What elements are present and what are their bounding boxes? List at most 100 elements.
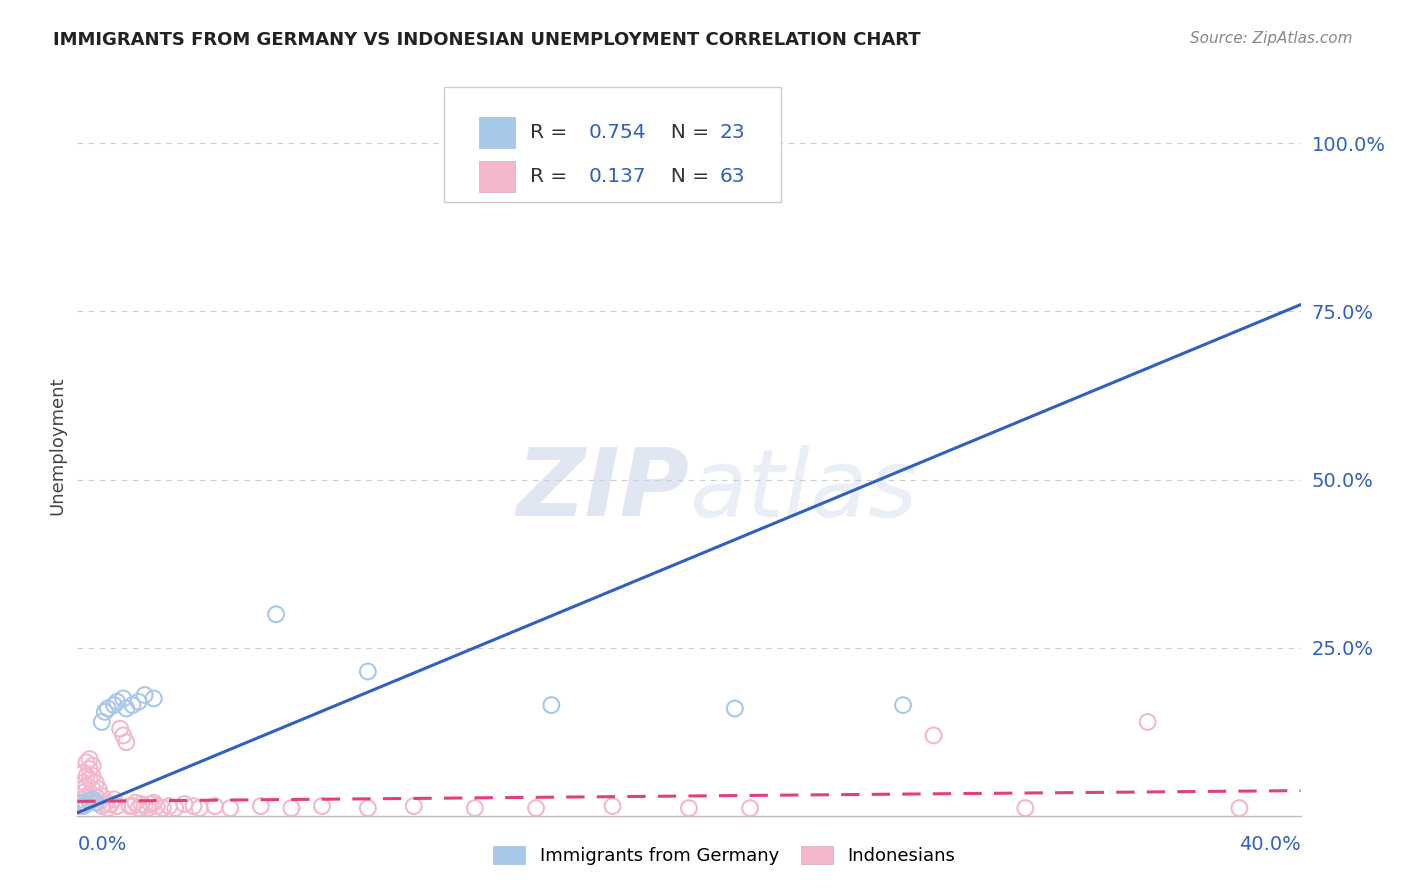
Point <box>87 796 110 810</box>
Point <box>115 735 138 749</box>
Text: 0.0%: 0.0% <box>77 835 127 854</box>
Point <box>146 799 169 814</box>
Point <box>72 775 94 789</box>
Point <box>540 698 562 712</box>
Point <box>183 799 205 814</box>
FancyBboxPatch shape <box>478 117 515 148</box>
Text: N =: N = <box>658 167 716 186</box>
Point <box>464 801 486 815</box>
Point <box>1229 801 1251 815</box>
Point <box>724 701 747 715</box>
Point <box>72 799 94 814</box>
Text: R =: R = <box>530 123 579 142</box>
Point <box>69 799 91 814</box>
Point <box>311 799 333 814</box>
Point <box>134 688 156 702</box>
Point <box>90 714 112 729</box>
Point <box>76 797 98 811</box>
Point <box>678 801 700 815</box>
Point <box>72 796 94 810</box>
Point <box>922 728 945 742</box>
Point <box>82 792 104 806</box>
Point <box>602 799 624 814</box>
Point <box>127 801 149 815</box>
Point <box>69 796 91 810</box>
Point <box>357 801 380 815</box>
Point <box>100 797 122 811</box>
Point <box>139 797 162 811</box>
Point <box>76 789 98 803</box>
Point <box>250 799 273 814</box>
Point <box>1136 714 1159 729</box>
Point <box>112 728 135 742</box>
Point <box>84 796 107 810</box>
Point <box>891 698 914 712</box>
Text: 0.754: 0.754 <box>589 123 647 142</box>
Point <box>173 797 195 811</box>
Point <box>72 786 94 800</box>
Point <box>90 799 112 814</box>
Point <box>76 756 98 770</box>
Point <box>105 695 128 709</box>
Point <box>121 698 143 712</box>
Point <box>103 792 125 806</box>
Point <box>204 799 226 814</box>
Point <box>69 792 91 806</box>
Point <box>152 801 174 815</box>
Point <box>82 769 104 783</box>
Text: 40.0%: 40.0% <box>1239 835 1301 854</box>
Point <box>112 691 135 706</box>
Point <box>740 801 762 815</box>
Point <box>69 782 91 797</box>
Point <box>115 701 138 715</box>
Point <box>524 801 547 815</box>
Point <box>79 772 101 787</box>
Point <box>79 762 101 776</box>
Point <box>118 799 141 814</box>
Point <box>647 133 669 147</box>
Y-axis label: Unemployment: Unemployment <box>48 376 66 516</box>
Point <box>1014 801 1036 815</box>
Point <box>142 796 165 810</box>
Point <box>127 695 149 709</box>
Point <box>79 794 101 808</box>
Point <box>134 799 156 814</box>
Point <box>76 779 98 793</box>
Point <box>357 665 380 679</box>
Point <box>264 607 287 622</box>
Point <box>97 801 120 815</box>
Point <box>94 797 117 811</box>
Point <box>84 775 107 789</box>
Point <box>402 799 425 814</box>
Point <box>219 801 242 815</box>
Text: 23: 23 <box>720 123 745 142</box>
Point <box>105 799 128 814</box>
Point <box>142 691 165 706</box>
Text: IMMIGRANTS FROM GERMANY VS INDONESIAN UNEMPLOYMENT CORRELATION CHART: IMMIGRANTS FROM GERMANY VS INDONESIAN UN… <box>53 31 921 49</box>
Point <box>82 782 104 797</box>
Point <box>103 698 125 712</box>
Point <box>79 752 101 766</box>
Text: atlas: atlas <box>689 445 917 536</box>
Point <box>165 801 187 815</box>
Point <box>76 769 98 783</box>
Text: N =: N = <box>658 123 716 142</box>
Point <box>121 799 143 814</box>
Point <box>82 758 104 772</box>
Point <box>136 801 159 815</box>
Point <box>157 799 180 814</box>
Point <box>131 797 153 811</box>
Point <box>108 722 131 736</box>
FancyBboxPatch shape <box>478 161 515 192</box>
Point <box>87 782 110 797</box>
Point <box>280 801 302 815</box>
Text: 63: 63 <box>720 167 745 186</box>
Text: Source: ZipAtlas.com: Source: ZipAtlas.com <box>1189 31 1353 46</box>
Text: 0.137: 0.137 <box>589 167 647 186</box>
FancyBboxPatch shape <box>444 87 780 202</box>
Point <box>124 796 146 810</box>
Text: ZIP: ZIP <box>516 444 689 536</box>
Point <box>188 801 211 815</box>
Point <box>97 701 120 715</box>
Point <box>84 789 107 803</box>
